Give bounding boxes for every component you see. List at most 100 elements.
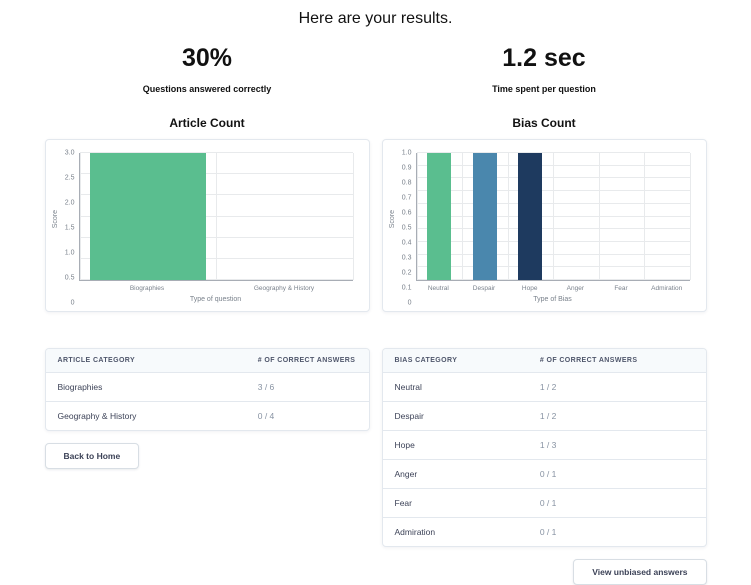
x-tick-label: Hope <box>521 285 538 292</box>
bias-results-table-card: BIAS CATEGORY # OF CORRECT ANSWERS Neutr… <box>381 348 707 547</box>
plot-area <box>78 152 354 281</box>
table-row: Neutral 1 / 2 <box>382 372 706 402</box>
category-cell: Neutral <box>382 372 528 402</box>
gridline <box>79 152 353 153</box>
article-table-column: ARTICLE CATEGORY # OF CORRECT ANSWERS Bi… <box>44 348 370 585</box>
article-results-table: ARTICLE CATEGORY # OF CORRECT ANSWERS Bi… <box>45 349 369 431</box>
y-tick-label: 0.3 <box>401 254 412 262</box>
gridline <box>416 152 690 153</box>
tables-row: ARTICLE CATEGORY # OF CORRECT ANSWERS Bi… <box>44 348 707 585</box>
x-axis-labels: Biographies Geography & History <box>79 285 353 292</box>
answers-cell: 0 / 1 <box>539 527 557 537</box>
x-tick-label: Neutral <box>427 285 449 292</box>
bar-biographies <box>89 153 206 280</box>
bar-neutral <box>427 153 452 280</box>
y-tick-label: 1.5 <box>64 224 75 232</box>
article-count-chart: Score 0 0.5 1.0 1.5 2.0 2.5 3.0 Biographies Geo… <box>44 139 370 312</box>
correct-answers-header: # OF CORRECT ANSWERS <box>527 349 706 373</box>
article-chart-title: Article Count <box>169 116 245 130</box>
answers-cell: 0 / 1 <box>527 459 706 489</box>
table-row: Admiration 0 / 1 <box>383 518 706 547</box>
bias-chart-title: Bias Count <box>512 116 576 130</box>
table-row: Despair 1 / 2 <box>382 401 706 431</box>
y-tick-label: 1.0 <box>401 149 412 157</box>
bias-category-header: BIAS CATEGORY <box>382 349 528 373</box>
table-row: Geography & History 0 / 4 <box>46 402 369 431</box>
y-tick-label: 0.1 <box>401 284 412 292</box>
y-tick-label: 3.0 <box>64 149 75 157</box>
y-tick-label: 0.9 <box>401 164 412 172</box>
x-axis-labels: Neutral Despair Hope Anger Fear Admiration <box>416 285 690 292</box>
x-tick-label: Admiration <box>651 285 683 292</box>
y-tick-label: 0.8 <box>401 179 412 187</box>
x-axis-title: Type of question <box>189 296 242 303</box>
answers-cell: 3 / 6 <box>245 372 369 402</box>
y-tick-label: 0.7 <box>401 194 412 202</box>
y-tick-label: 0.5 <box>64 274 75 282</box>
page-title: Here are your results. <box>298 10 453 27</box>
y-tick-label: 2.0 <box>64 199 75 207</box>
table-header-row: BIAS CATEGORY # OF CORRECT ANSWERS <box>382 349 706 373</box>
correct-answers-header: # OF CORRECT ANSWERS <box>245 349 369 373</box>
y-axis-title: Score <box>51 209 59 229</box>
results-page: Here are your results. 30% Questions ans… <box>44 0 707 585</box>
category-cell: Geography & History <box>57 411 137 421</box>
gridline <box>216 153 217 280</box>
x-tick-label: Anger <box>566 285 585 292</box>
gridline <box>462 153 463 280</box>
stat-label-time: Time spent per question <box>492 84 596 94</box>
category-cell: Hope <box>382 430 528 460</box>
answers-cell: 0 / 4 <box>257 411 275 421</box>
gridline <box>352 153 354 280</box>
answers-cell: 1 / 2 <box>527 401 706 431</box>
y-tick-label: 0.4 <box>401 239 412 247</box>
bias-results-table: BIAS CATEGORY # OF CORRECT ANSWERS Neutr… <box>382 349 706 547</box>
x-tick-label: Biographies <box>129 285 165 292</box>
bar-despair <box>472 153 497 280</box>
gridline <box>689 153 691 280</box>
x-tick-label: Despair <box>472 285 496 292</box>
table-row: Hope 1 / 3 <box>382 430 706 460</box>
answers-cell: 0 / 1 <box>527 488 706 518</box>
category-cell: Admiration <box>394 527 436 537</box>
gridline <box>644 153 645 280</box>
stats-row: 30% Questions answered correctly 1.2 sec… <box>45 44 707 94</box>
answers-cell: 1 / 3 <box>527 430 706 460</box>
y-axis-title: Score <box>388 209 396 229</box>
y-tick-label: 0.5 <box>401 224 412 232</box>
category-cell: Fear <box>382 488 528 518</box>
bias-count-chart: Score 0 0.1 0.2 0.3 0.4 0.5 0.6 0.7 0.8 0.9 1.0 Ne… <box>381 139 707 312</box>
article-category-header: ARTICLE CATEGORY <box>45 349 246 373</box>
chart-titles-row: Article Count Bias Count <box>45 94 707 139</box>
y-tick-label: 0 <box>70 299 75 307</box>
stat-value-percentage: 30% <box>181 44 233 72</box>
gridline <box>507 153 509 280</box>
bias-table-column: BIAS CATEGORY # OF CORRECT ANSWERS Neutr… <box>381 348 707 585</box>
category-cell: Biographies <box>45 372 246 402</box>
stat-time-per-question: 1.2 sec Time spent per question <box>382 44 707 94</box>
y-axis-ticks: 0 0.5 1.0 1.5 2.0 2.5 3.0 <box>59 149 79 307</box>
answers-cell: 1 / 2 <box>527 372 706 402</box>
bar-hope <box>518 153 543 280</box>
y-tick-label: 0 <box>407 299 412 307</box>
article-results-table-card: ARTICLE CATEGORY # OF CORRECT ANSWERS Bi… <box>44 348 370 431</box>
y-tick-label: 0.6 <box>401 209 412 217</box>
x-tick-label: Geography & History <box>253 285 315 292</box>
gridline <box>553 153 554 280</box>
y-tick-label: 1.0 <box>64 249 75 257</box>
table-row: Fear 0 / 1 <box>382 488 706 518</box>
stat-value-time: 1.2 sec <box>502 44 586 72</box>
y-tick-label: 2.5 <box>64 174 75 182</box>
gridline <box>416 153 418 280</box>
view-unbiased-answers-button[interactable]: View unbiased answers <box>573 559 707 585</box>
category-cell: Despair <box>382 401 528 431</box>
x-axis-title: Type of Bias <box>533 296 572 303</box>
table-row: Biographies 3 / 6 <box>45 372 369 402</box>
y-tick-label: 0.2 <box>401 269 412 277</box>
back-to-home-button[interactable]: Back to Home <box>44 443 140 469</box>
table-header-row: ARTICLE CATEGORY # OF CORRECT ANSWERS <box>45 349 369 373</box>
plot-area <box>415 152 691 281</box>
stat-label-percentage: Questions answered correctly <box>142 84 272 94</box>
table-row: Anger 0 / 1 <box>382 459 706 489</box>
gridline <box>598 153 600 280</box>
